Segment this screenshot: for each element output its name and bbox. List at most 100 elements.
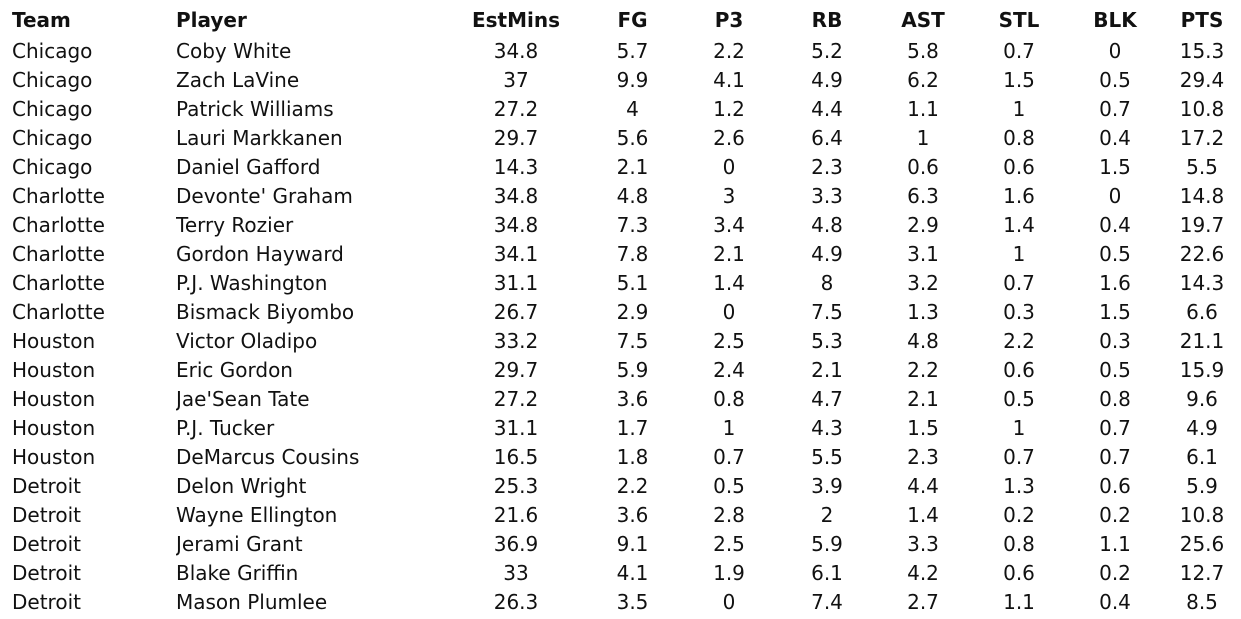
cell-player: Eric Gordon xyxy=(176,358,293,382)
cell-pts: 4.9 xyxy=(1186,416,1218,440)
cell-p3: 2.1 xyxy=(713,242,745,266)
cell-ast: 1.1 xyxy=(907,97,939,121)
cell-ast: 4.4 xyxy=(907,474,939,498)
cell-blk: 0.5 xyxy=(1099,68,1131,92)
cell-player: Daniel Gafford xyxy=(176,155,321,179)
cell-pts: 8.5 xyxy=(1186,590,1218,614)
table-row: Chicago Coby White 34.8 5.7 2.2 5.2 5.8 0.7 0 15.… xyxy=(0,37,1241,66)
table-row: Charlotte Bismack Biyombo 26.7 2.9 0 7.5 1.3 0.… xyxy=(0,298,1241,327)
header-stl: STL xyxy=(998,8,1040,32)
cell-blk: 0 xyxy=(1108,184,1122,208)
cell-blk: 0.3 xyxy=(1099,329,1131,353)
cell-fg: 4.1 xyxy=(616,561,649,585)
cell-stl: 0.6 xyxy=(1003,358,1035,382)
table-row: Charlotte Devonte' Graham 34.8 4.8 3 3.3 6.3 1.… xyxy=(0,182,1241,211)
cell-estmins: 33.2 xyxy=(493,329,539,353)
table-row: Houston DeMarcus Cousins 16.5 1.8 0.7 5.5 2.3 0… xyxy=(0,443,1241,472)
cell-team: Charlotte xyxy=(12,242,105,266)
cell-team: Chicago xyxy=(12,155,93,179)
cell-p3: 3.4 xyxy=(713,213,745,237)
cell-stl: 1.5 xyxy=(1003,68,1035,92)
table-row: Detroit Delon Wright 25.3 2.2 0.5 3.9 4.4 1.3 0.… xyxy=(0,472,1241,501)
cell-blk: 0.4 xyxy=(1099,126,1131,150)
cell-estmins: 27.2 xyxy=(493,97,539,121)
table-row: Charlotte Terry Rozier 34.8 7.3 3.4 4.8 2.9 1.4… xyxy=(0,211,1241,240)
cell-blk: 0.5 xyxy=(1099,358,1131,382)
cell-rb: 4.7 xyxy=(811,387,843,411)
table-row: Chicago Patrick Williams 27.2 4 1.2 4.4 1.1 1 0.… xyxy=(0,95,1241,124)
cell-fg: 5.1 xyxy=(616,271,649,295)
cell-player: Jerami Grant xyxy=(176,532,303,556)
cell-p3: 4.1 xyxy=(713,68,745,92)
cell-ast: 4.8 xyxy=(907,329,939,353)
cell-blk: 0.6 xyxy=(1099,474,1131,498)
cell-fg: 7.5 xyxy=(616,329,649,353)
cell-player: Wayne Ellington xyxy=(176,503,338,527)
cell-player: P.J. Washington xyxy=(176,271,328,295)
cell-stl: 0.7 xyxy=(1003,445,1035,469)
cell-rb: 4.8 xyxy=(811,213,843,237)
cell-rb: 2.1 xyxy=(811,358,843,382)
cell-blk: 0.2 xyxy=(1099,503,1131,527)
cell-ast: 1.4 xyxy=(907,503,939,527)
table-row: Houston Victor Oladipo 33.2 7.5 2.5 5.3 4.8 2.2… xyxy=(0,327,1241,356)
cell-blk: 0.5 xyxy=(1099,242,1131,266)
cell-pts: 6.1 xyxy=(1186,445,1218,469)
cell-fg: 1.8 xyxy=(616,445,649,469)
cell-rb: 7.4 xyxy=(811,590,843,614)
cell-pts: 14.3 xyxy=(1179,271,1225,295)
cell-player: Bismack Biyombo xyxy=(176,300,355,324)
cell-pts: 21.1 xyxy=(1179,329,1225,353)
cell-fg: 4.8 xyxy=(616,184,649,208)
cell-ast: 2.3 xyxy=(907,445,939,469)
cell-stl: 0.7 xyxy=(1003,39,1035,63)
cell-player: Blake Griffin xyxy=(176,561,299,585)
cell-team: Detroit xyxy=(12,561,81,585)
cell-p3: 2.8 xyxy=(713,503,745,527)
cell-fg: 9.9 xyxy=(616,68,649,92)
cell-ast: 0.6 xyxy=(907,155,939,179)
cell-pts: 15.9 xyxy=(1179,358,1225,382)
cell-blk: 0.7 xyxy=(1099,97,1131,121)
cell-rb: 2 xyxy=(820,503,834,527)
cell-estmins: 36.9 xyxy=(493,532,539,556)
table-row: Houston Jae'Sean Tate 27.2 3.6 0.8 4.7 2.1 0.5 0… xyxy=(0,385,1241,414)
cell-pts: 6.6 xyxy=(1186,300,1218,324)
table-row: Detroit Wayne Ellington 21.6 3.6 2.8 2 1.4 0.2 0… xyxy=(0,501,1241,530)
cell-pts: 17.2 xyxy=(1179,126,1225,150)
cell-pts: 10.8 xyxy=(1179,97,1225,121)
cell-team: Detroit xyxy=(12,590,81,614)
cell-rb: 5.5 xyxy=(811,445,843,469)
cell-team: Chicago xyxy=(12,39,93,63)
table-row: Detroit Jerami Grant 36.9 9.1 2.5 5.9 3.3 0.8 1.… xyxy=(0,530,1241,559)
cell-pts: 19.7 xyxy=(1179,213,1225,237)
cell-estmins: 29.7 xyxy=(493,126,539,150)
cell-rb: 2.3 xyxy=(811,155,843,179)
cell-blk: 1.5 xyxy=(1099,300,1131,324)
cell-estmins: 34.8 xyxy=(493,213,539,237)
cell-rb: 4.3 xyxy=(811,416,843,440)
header-blk: BLK xyxy=(1093,8,1137,32)
cell-blk: 0.7 xyxy=(1099,445,1131,469)
cell-stl: 1.3 xyxy=(1003,474,1035,498)
cell-team: Houston xyxy=(12,445,96,469)
cell-fg: 2.9 xyxy=(616,300,649,324)
cell-fg: 5.6 xyxy=(616,126,649,150)
cell-stl: 0.6 xyxy=(1003,155,1035,179)
table-body: Chicago Coby White 34.8 5.7 2.2 5.2 5.8 0.7 0 15.… xyxy=(0,37,1241,617)
header-fg: FG xyxy=(617,8,648,32)
cell-rb: 6.4 xyxy=(811,126,843,150)
cell-ast: 6.2 xyxy=(907,68,939,92)
cell-p3: 1.4 xyxy=(713,271,745,295)
cell-p3: 1 xyxy=(722,416,736,440)
cell-fg: 3.6 xyxy=(616,387,649,411)
cell-fg: 9.1 xyxy=(616,532,649,556)
cell-fg: 4 xyxy=(626,97,639,121)
cell-p3: 1.9 xyxy=(713,561,745,585)
cell-fg: 7.3 xyxy=(616,213,649,237)
cell-team: Houston xyxy=(12,358,96,382)
cell-estmins: 33 xyxy=(503,561,529,585)
cell-ast: 3.1 xyxy=(907,242,939,266)
cell-team: Houston xyxy=(12,329,96,353)
cell-p3: 0.7 xyxy=(713,445,745,469)
